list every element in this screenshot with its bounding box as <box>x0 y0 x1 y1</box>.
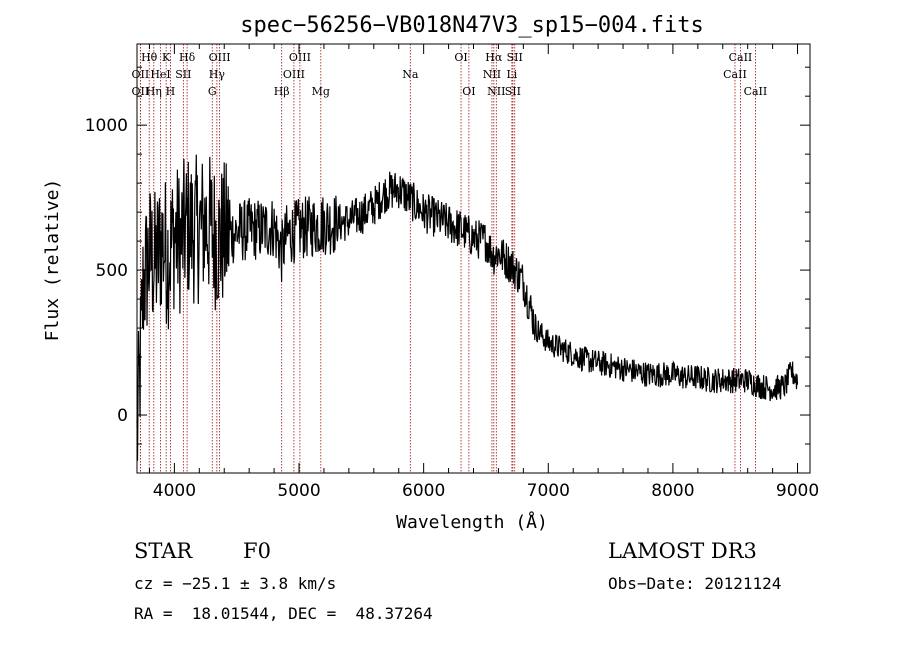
line-label-22: Li <box>506 68 517 81</box>
line-label-25: CaII <box>729 51 753 64</box>
line-label-20: SII <box>507 51 523 64</box>
line-label-1: OII <box>132 68 150 81</box>
line-label-12: Hβ <box>274 85 290 98</box>
x-tick-label-2: 6000 <box>402 481 445 501</box>
line-label-24: SII <box>505 85 521 98</box>
line-label-5: K <box>162 51 171 64</box>
line-label-17: OI <box>454 51 467 64</box>
line-label-27: CaII <box>744 85 768 98</box>
survey-label: LAMOST DR3 <box>608 539 757 563</box>
y-axis-ticks: 0 500 1000 <box>85 66 810 445</box>
line-label-0: Hθ <box>141 51 158 64</box>
redshift-text: cz = −25.1 ± 3.8 km/s <box>134 574 337 593</box>
line-label-18: OI <box>462 85 475 98</box>
line-label-9: OIII <box>209 51 231 64</box>
y-tick-label-0: 0 <box>117 406 128 426</box>
line-label-2: OII <box>132 85 150 98</box>
y-tick-label-1: 500 <box>96 261 128 281</box>
line-label-3: Hη <box>146 85 162 98</box>
class-label: STAR <box>134 539 193 563</box>
plot-frame <box>136 43 811 474</box>
line-label-11: G <box>208 85 217 98</box>
line-label-13: OIII <box>289 51 311 64</box>
obs-date-text: Obs−Date: 20121124 <box>608 574 782 593</box>
chart-title: spec−56256−VB018N47V3_sp15−004.fits <box>240 13 704 38</box>
x-tick-label-4: 8000 <box>651 481 694 501</box>
x-axis-label: Wavelength (Å) <box>396 511 548 533</box>
ra-dec-text: RA = 18.01544, DEC = 48.37264 <box>134 604 433 623</box>
line-label-6: H <box>166 85 176 98</box>
line-label-21: NII <box>483 68 501 81</box>
x-tick-label-5: 9000 <box>776 481 819 501</box>
line-label-23: NII <box>487 85 505 98</box>
line-label-7: SII <box>175 68 191 81</box>
line-label-14: OIII <box>283 68 305 81</box>
x-tick-label-1: 5000 <box>277 481 320 501</box>
y-axis-label: Flux (relative) <box>42 179 63 342</box>
subclass-label: F0 <box>243 539 271 563</box>
line-label-26: CaII <box>723 68 747 81</box>
line-label-10: Hγ <box>209 68 226 81</box>
flux-series-line <box>136 154 799 461</box>
x-tick-label-3: 7000 <box>527 481 570 501</box>
y-tick-label-2: 1000 <box>85 116 128 136</box>
x-axis-ticks: 4000 5000 6000 7000 8000 9000 <box>148 44 819 501</box>
x-tick-label-0: 4000 <box>153 481 196 501</box>
line-label-8: Hδ <box>179 51 196 64</box>
line-label-16: Na <box>402 68 419 81</box>
line-label-4: HeI <box>150 68 170 81</box>
line-label-15: Mg <box>312 85 330 98</box>
line-label-19: Hα <box>485 51 503 64</box>
